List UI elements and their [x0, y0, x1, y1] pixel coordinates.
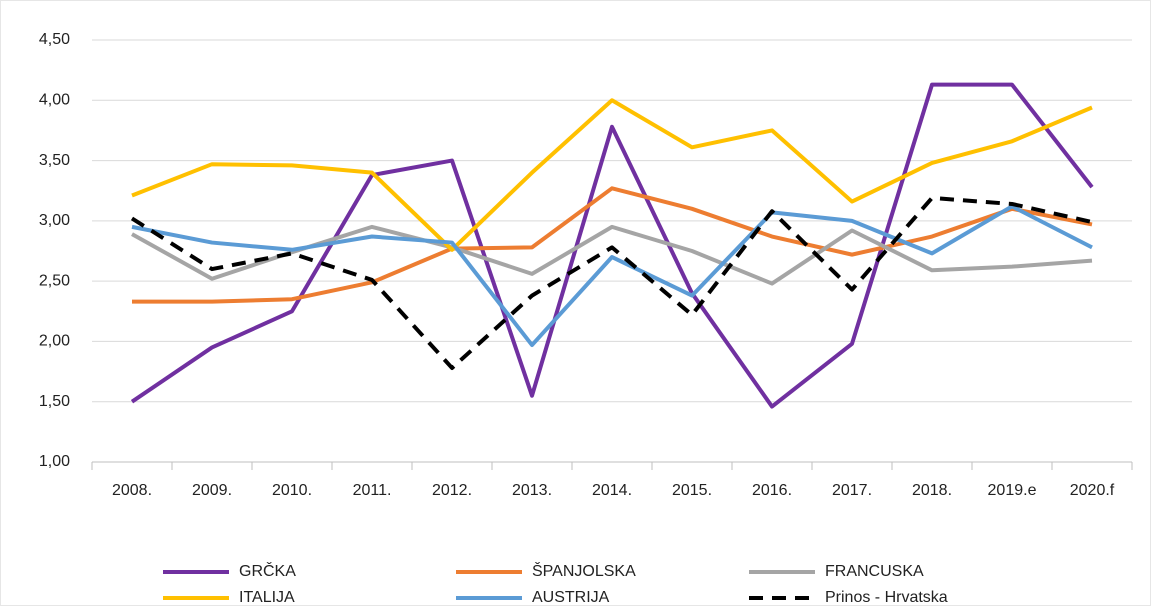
y-tick-label: 4,00	[39, 92, 70, 109]
y-tick-label: 2,50	[39, 272, 70, 289]
y-tick-label: 2,00	[39, 333, 70, 350]
x-tick-label: 2011.	[353, 482, 392, 499]
y-tick-label: 1,50	[39, 393, 70, 410]
y-tick-label: 4,50	[39, 31, 70, 48]
legend-label: Prinos - Hrvatska	[825, 589, 948, 606]
data-line	[130, 82, 1094, 409]
x-tick-label: 2009.	[192, 482, 232, 499]
data-line	[131, 98, 1093, 252]
y-tick-label: 3,50	[39, 152, 70, 169]
x-tick-label: 2012.	[432, 482, 472, 499]
y-tick-label: 3,00	[39, 212, 70, 229]
data-line	[131, 204, 1093, 348]
legend-label: ITALIJA	[239, 589, 295, 606]
data-line	[130, 195, 1093, 370]
x-tick-label: 2017.	[832, 482, 872, 499]
y-tick-label: 1,00	[39, 453, 70, 470]
data-line	[131, 224, 1093, 286]
x-tick-label: 2016.	[752, 482, 792, 499]
x-tick-label: 2014.	[592, 482, 632, 499]
x-tick-label: 2010.	[272, 482, 312, 499]
legend-label: GRČKA	[239, 561, 296, 580]
x-tick-label: 2019.e	[988, 482, 1037, 499]
x-tick-label: 2008.	[112, 482, 152, 499]
legend-label: ŠPANJOLSKA	[532, 561, 636, 580]
data-line	[132, 186, 1093, 304]
x-tick-label: 2018.	[912, 482, 952, 499]
legend-label: AUSTRIJA	[532, 589, 610, 606]
legend-label: FRANCUSKA	[825, 563, 924, 580]
x-tick-label: 2020.f	[1070, 482, 1115, 499]
x-tick-label: 2015.	[672, 482, 712, 499]
x-tick-label: 2013.	[512, 482, 552, 499]
